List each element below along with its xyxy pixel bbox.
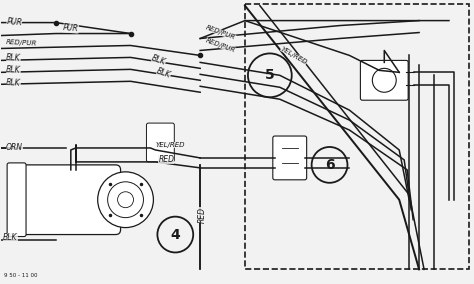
Text: 6: 6 [325,158,334,172]
Text: RED/PUR: RED/PUR [6,39,37,46]
Text: ORN: ORN [6,143,23,153]
Text: YEL/RED: YEL/RED [280,45,309,65]
FancyBboxPatch shape [11,165,120,235]
Text: BLK: BLK [155,67,172,80]
Text: 4: 4 [171,227,180,242]
Text: 9 50 - 11 00: 9 50 - 11 00 [4,273,37,278]
Text: BLK: BLK [6,66,21,75]
Text: BLK: BLK [3,233,18,242]
Text: RED/PUR: RED/PUR [205,37,237,54]
Text: BLK: BLK [150,54,167,67]
Text: RED: RED [198,207,207,223]
Circle shape [98,172,154,227]
FancyBboxPatch shape [146,123,174,162]
Text: PUR: PUR [63,23,79,34]
FancyBboxPatch shape [273,136,307,180]
FancyBboxPatch shape [360,60,408,100]
Text: RED/PUR: RED/PUR [205,24,237,41]
FancyBboxPatch shape [7,163,26,237]
Text: BLK: BLK [6,78,21,88]
Text: BLK: BLK [6,53,21,62]
Text: PUR: PUR [6,17,22,28]
Text: 5: 5 [265,68,275,82]
Text: YEL/RED: YEL/RED [155,142,185,148]
Bar [245,4,469,270]
Text: RED: RED [158,155,174,164]
